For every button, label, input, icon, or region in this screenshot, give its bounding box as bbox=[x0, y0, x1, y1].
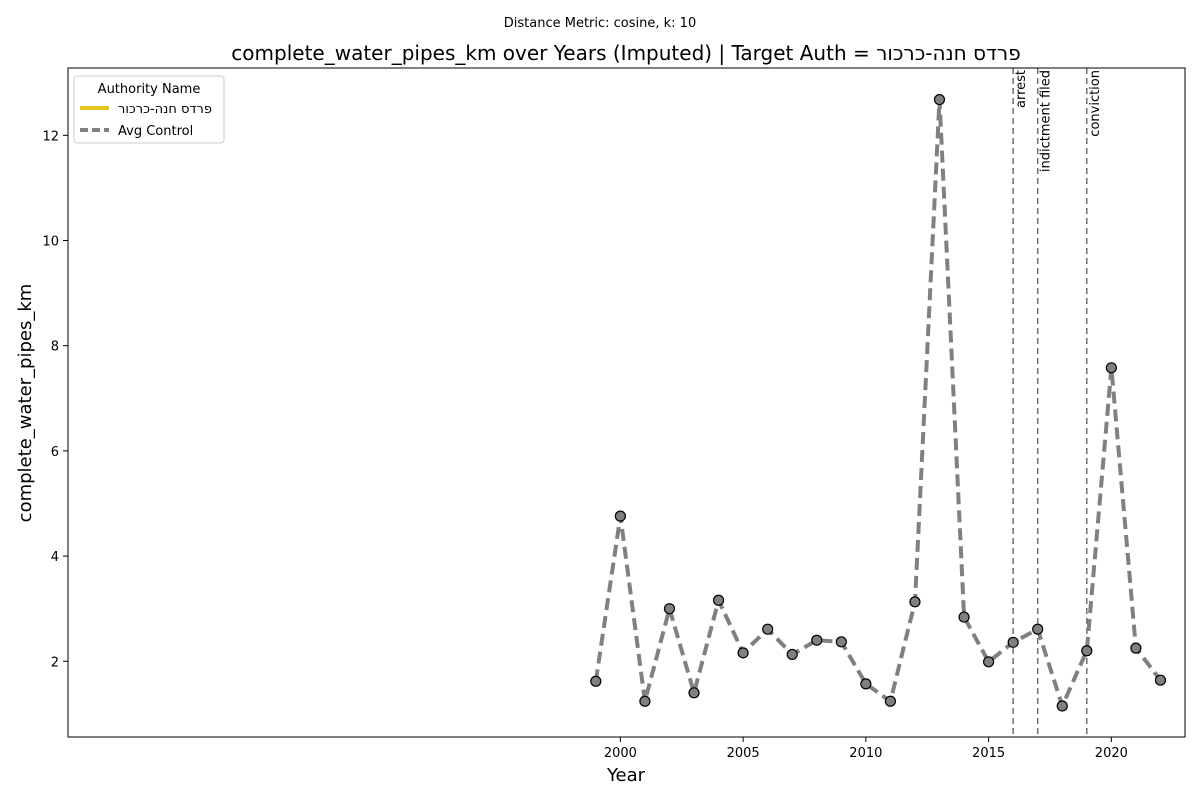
data-point-2014 bbox=[958, 611, 970, 623]
x-tick-label-2020: 2020 bbox=[1095, 746, 1128, 761]
data-point-2020 bbox=[1105, 362, 1117, 374]
legend-label-avg-control: Avg Control bbox=[118, 124, 193, 139]
data-point-2003 bbox=[688, 687, 700, 699]
event-label-0: arrest bbox=[1014, 70, 1029, 108]
data-point-2007 bbox=[786, 648, 798, 661]
x-axis-label: Year bbox=[606, 765, 646, 786]
x-tick-label-2015: 2015 bbox=[972, 746, 1005, 761]
event-label-1: indictment filed bbox=[1039, 70, 1054, 172]
data-point-2001 bbox=[639, 695, 651, 707]
x-tick-label-2000: 2000 bbox=[604, 746, 637, 761]
data-point-2000 bbox=[614, 510, 626, 522]
data-point-2009 bbox=[835, 636, 847, 648]
data-point-2019 bbox=[1081, 645, 1093, 657]
chart-title: complete_water_pipes_km over Years (Impu… bbox=[231, 41, 1020, 65]
series-line-0 bbox=[593, 97, 1163, 708]
legend-title: Authority Name bbox=[98, 82, 201, 97]
chart-suptitle: Distance Metric: cosine, k: 10 bbox=[504, 16, 696, 31]
data-point-2011 bbox=[884, 695, 897, 707]
data-point-2004 bbox=[712, 594, 725, 606]
y-tick-label-12: 12 bbox=[42, 129, 59, 144]
data-point-2013 bbox=[933, 93, 946, 106]
legend-label-target: פרדס חנה-כרכור bbox=[118, 102, 212, 117]
y-tick-label-4: 4 bbox=[51, 550, 59, 565]
data-point-2008 bbox=[811, 634, 823, 646]
x-tick-label-2005: 2005 bbox=[727, 746, 760, 761]
data-point-2002 bbox=[663, 603, 676, 615]
data-point-2015 bbox=[983, 656, 995, 668]
data-point-2017 bbox=[1032, 623, 1044, 635]
x-tick-label-2010: 2010 bbox=[849, 746, 882, 761]
data-point-1999 bbox=[590, 675, 602, 687]
data-point-2022 bbox=[1154, 674, 1167, 686]
data-point-2006 bbox=[762, 623, 774, 635]
data-point-2016 bbox=[1007, 636, 1019, 648]
data-point-2021 bbox=[1130, 642, 1142, 654]
y-tick-label-8: 8 bbox=[51, 340, 59, 355]
data-point-2018 bbox=[1056, 700, 1068, 712]
legend: Authority Name פרדס חנה-כרכור Avg Contro… bbox=[73, 75, 225, 144]
data-point-2005 bbox=[737, 647, 749, 659]
data-point-2010 bbox=[860, 678, 872, 690]
y-axis-label: complete_water_pipes_km bbox=[15, 284, 36, 523]
y-tick-label-10: 10 bbox=[42, 235, 59, 250]
axes-frame bbox=[67, 67, 1186, 738]
data-point-2012 bbox=[909, 596, 921, 608]
y-tick-label-6: 6 bbox=[51, 445, 59, 460]
y-tick-label-2: 2 bbox=[51, 655, 59, 670]
plot-area: arrest indictment filed conviction bbox=[590, 68, 1167, 737]
legend-box bbox=[73, 75, 225, 144]
event-label-2: conviction bbox=[1088, 70, 1103, 137]
